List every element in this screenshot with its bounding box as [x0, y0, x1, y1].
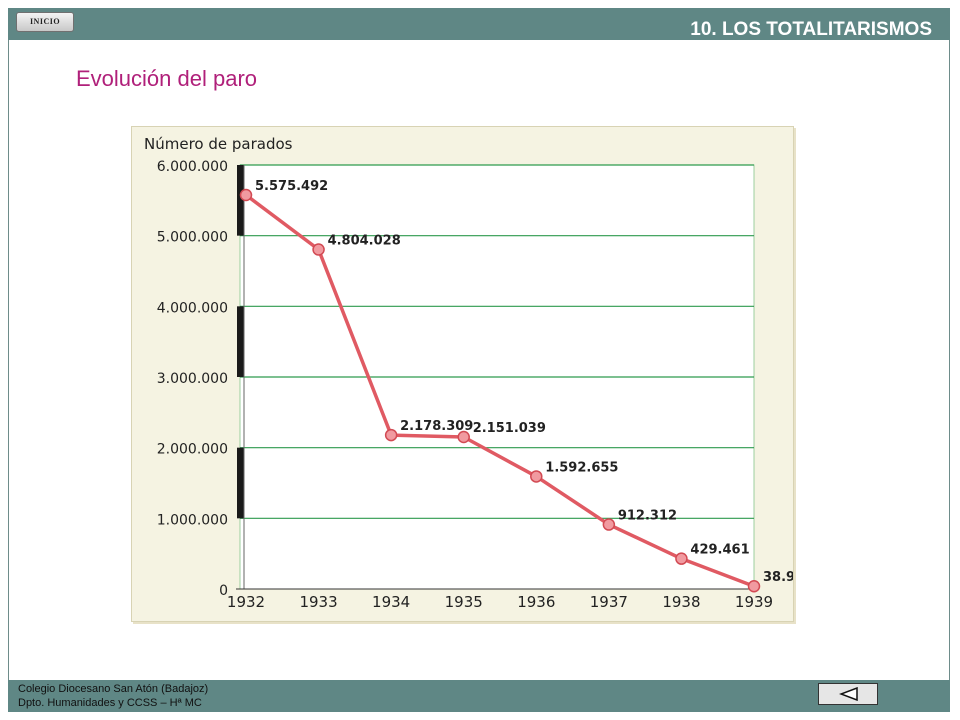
data-point: [312, 243, 325, 256]
y-tick-label: 2.000.000: [157, 442, 228, 458]
data-label: 912.312: [618, 509, 677, 524]
data-point: [602, 518, 616, 531]
x-tick-label: 1935: [445, 593, 483, 611]
series-line: [244, 193, 755, 588]
back-button[interactable]: [818, 683, 878, 705]
footer-bar: Colegio Diocesano San Atón (Badajoz) Dpt…: [8, 680, 950, 712]
y-tick-label: 5.000.000: [157, 230, 228, 246]
data-point: [675, 552, 688, 565]
y-tick-label: 1.000.000: [157, 512, 228, 528]
data-label: 5.575.492: [255, 179, 328, 194]
triangle-left-icon: [839, 687, 858, 701]
data-point: [239, 188, 253, 202]
y-tick-label: 3.000.000: [157, 371, 228, 387]
data-point: [747, 579, 761, 593]
x-tick-label: 1934: [372, 593, 410, 611]
section-title: 10. LOS TOTALITARISMOS: [690, 19, 932, 40]
page-title: Evolución del paro: [76, 66, 258, 91]
x-tick-label: 1938: [662, 593, 700, 611]
home-button[interactable]: INICIO: [16, 12, 74, 32]
data-point: [457, 430, 470, 444]
data-point: [384, 428, 398, 442]
data-label: 2.178.309: [400, 419, 473, 434]
y-axis-label: Número de parados: [144, 135, 293, 153]
footer-school: Colegio Diocesano San Atón (Badajoz): [18, 683, 209, 695]
y-tick-label: 4.000.000: [157, 300, 228, 316]
data-label: 38.979: [763, 570, 793, 585]
y-tick-label: 0: [219, 583, 228, 599]
axis-segment: [237, 306, 244, 377]
unemployment-chart: Número de parados 0 1.000.000 2.000.000 3.00…: [131, 126, 794, 622]
chart-svg: Número de parados 0 1.000.000 2.000.000 3.00…: [144, 135, 793, 611]
y-tick-label: 6.000.000: [157, 159, 228, 175]
x-tick-label: 1936: [517, 593, 555, 611]
data-label: 2.151.039: [473, 421, 546, 436]
axis-segment: [237, 447, 244, 519]
x-tick-label: 1937: [590, 593, 628, 611]
data-point: [530, 470, 543, 483]
axis-segment: [237, 165, 244, 236]
header-bar: 10. LOS TOTALITARISMOS: [8, 8, 950, 40]
x-tick-label: 1933: [299, 593, 337, 611]
data-label: 1.592.655: [545, 460, 618, 475]
x-tick-label: 1932: [227, 593, 265, 611]
data-label: 429.461: [690, 543, 749, 558]
footer-department: Dpto. Humanidades y CCSS – Hª MC: [18, 697, 202, 709]
data-label: 4.804.028: [328, 234, 401, 249]
x-tick-label: 1939: [735, 593, 773, 611]
